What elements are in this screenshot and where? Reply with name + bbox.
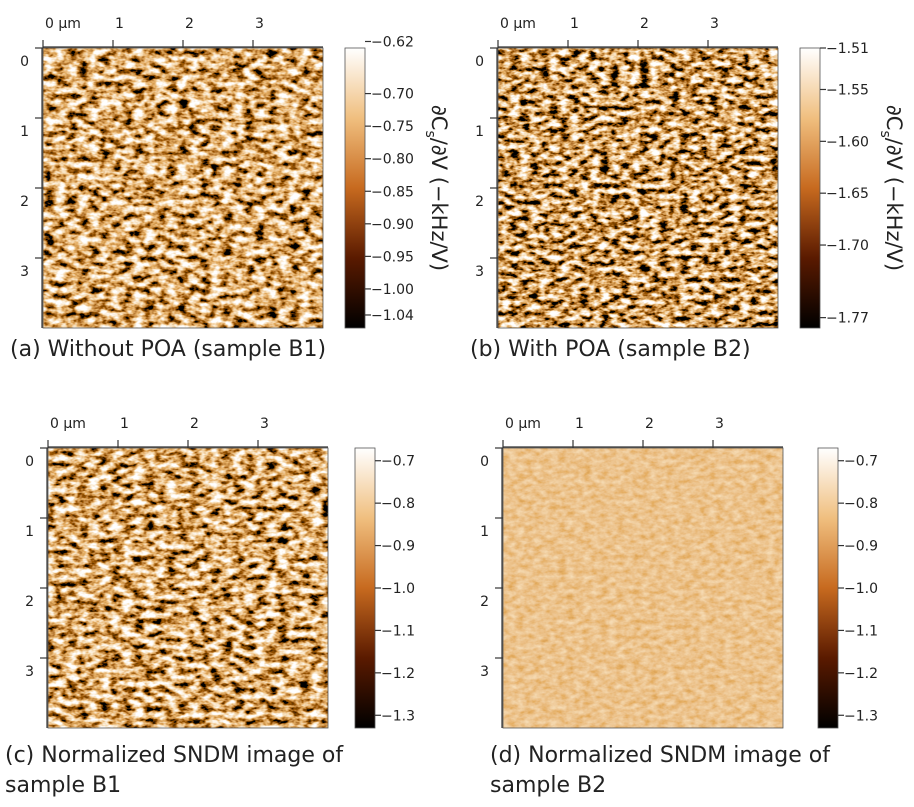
y-tick-label: 2: [20, 194, 29, 210]
y-tick-label: 0: [480, 454, 489, 470]
colorbar-tick-label: −0.95: [371, 249, 414, 265]
colorbar-tick-label: −0.8: [381, 496, 415, 512]
colorbar-tick-label: −0.8: [844, 496, 878, 512]
colorbar-tick-label: −1.2: [381, 666, 415, 682]
x-tick-label: 2: [645, 416, 654, 432]
colorbar-tick-label: −1.1: [381, 623, 415, 639]
x-tick-label: 0 µm: [45, 16, 81, 32]
x-tick-label: 3: [715, 416, 724, 432]
caption: (a) Without POA (sample B1): [10, 337, 326, 362]
y-tick-label: 1: [25, 524, 34, 540]
x-tick-label: 3: [260, 416, 269, 432]
x-tick-label: 2: [185, 16, 194, 32]
x-tick-label: 1: [575, 416, 584, 432]
y-tick-label: 1: [475, 124, 484, 140]
caption: (d) Normalized SNDM image of: [490, 743, 831, 768]
colorbar-tick-label: −1.2: [844, 666, 878, 682]
colorbar-tick-label: −0.62: [371, 34, 414, 50]
y-tick-label: 3: [20, 264, 29, 280]
colorbar: [817, 447, 839, 729]
colorbar-tick-label: −0.85: [371, 184, 414, 200]
x-tick-label: 0 µm: [505, 416, 541, 432]
y-tick-label: 0: [20, 54, 29, 70]
label-part: ∂C: [882, 105, 906, 131]
colorbar-tick-label: −1.3: [844, 708, 878, 724]
label-subscript: s: [422, 130, 438, 137]
label-subscript: s: [877, 130, 893, 137]
colorbar-tick-label: −1.70: [826, 238, 869, 254]
label-part: /∂V (−kHz/V): [882, 138, 906, 271]
colorbar-tick-label: −1.65: [826, 186, 869, 202]
colorbar: [344, 47, 366, 329]
colorbar-tick-label: −1.55: [826, 82, 869, 98]
label-part: /∂V (−kHz/V): [427, 138, 451, 271]
y-tick-label: 2: [475, 194, 484, 210]
sndm-image: [48, 448, 328, 728]
caption: (c) Normalized SNDM image of: [5, 743, 344, 768]
colorbar-tick-label: −1.04: [371, 308, 414, 324]
colorbar-tick-label: −0.7: [844, 454, 878, 470]
colorbar-tick-label: −0.7: [381, 454, 415, 470]
colorbar-tick-label: −1.3: [381, 708, 415, 724]
x-tick-label: 3: [710, 16, 719, 32]
colorbar-tick-label: −0.75: [371, 119, 414, 135]
x-tick-label: 1: [115, 16, 124, 32]
colorbar-label: ∂Cs/∂V (−kHz/V): [422, 105, 451, 271]
y-tick-label: 1: [20, 124, 29, 140]
x-tick-label: 0 µm: [50, 416, 86, 432]
colorbar-tick-label: −1.77: [826, 311, 869, 327]
sndm-image: [43, 48, 323, 328]
colorbar-tick-label: −0.70: [371, 87, 414, 103]
sndm-image: [498, 48, 778, 328]
y-tick-label: 2: [25, 594, 34, 610]
colorbar-tick-label: −1.51: [826, 41, 869, 57]
colorbar-tick-label: −1.60: [826, 134, 869, 150]
colorbar: [354, 447, 376, 729]
sndm-image: [503, 448, 783, 728]
colorbar-tick-label: −1.00: [371, 282, 414, 298]
colorbar-tick-label: −0.80: [371, 152, 414, 168]
colorbar-tick-label: −0.9: [381, 539, 415, 555]
caption: (b) With POA (sample B2): [470, 337, 751, 362]
colorbar-tick-label: −0.9: [844, 539, 878, 555]
y-tick-label: 3: [475, 264, 484, 280]
x-tick-label: 1: [570, 16, 579, 32]
y-tick-label: 2: [480, 594, 489, 610]
x-tick-label: 1: [120, 416, 129, 432]
y-tick-label: 0: [475, 54, 484, 70]
colorbar-tick-label: −1.0: [844, 581, 878, 597]
colorbar: [799, 47, 821, 329]
colorbar-tick-label: −1.1: [844, 623, 878, 639]
colorbar-label: ∂Cs/∂V (−kHz/V): [877, 105, 906, 271]
y-tick-label: 3: [25, 664, 34, 680]
y-tick-label: 1: [480, 524, 489, 540]
colorbar-tick-label: −1.0: [381, 581, 415, 597]
x-tick-label: 0 µm: [500, 16, 536, 32]
y-tick-label: 3: [480, 664, 489, 680]
x-tick-label: 3: [255, 16, 264, 32]
colorbar-tick-label: −0.90: [371, 217, 414, 233]
caption: sample B2: [490, 773, 606, 798]
y-tick-label: 0: [25, 454, 34, 470]
x-tick-label: 2: [190, 416, 199, 432]
label-part: ∂C: [427, 105, 451, 131]
x-tick-label: 2: [640, 16, 649, 32]
caption: sample B1: [5, 773, 121, 798]
